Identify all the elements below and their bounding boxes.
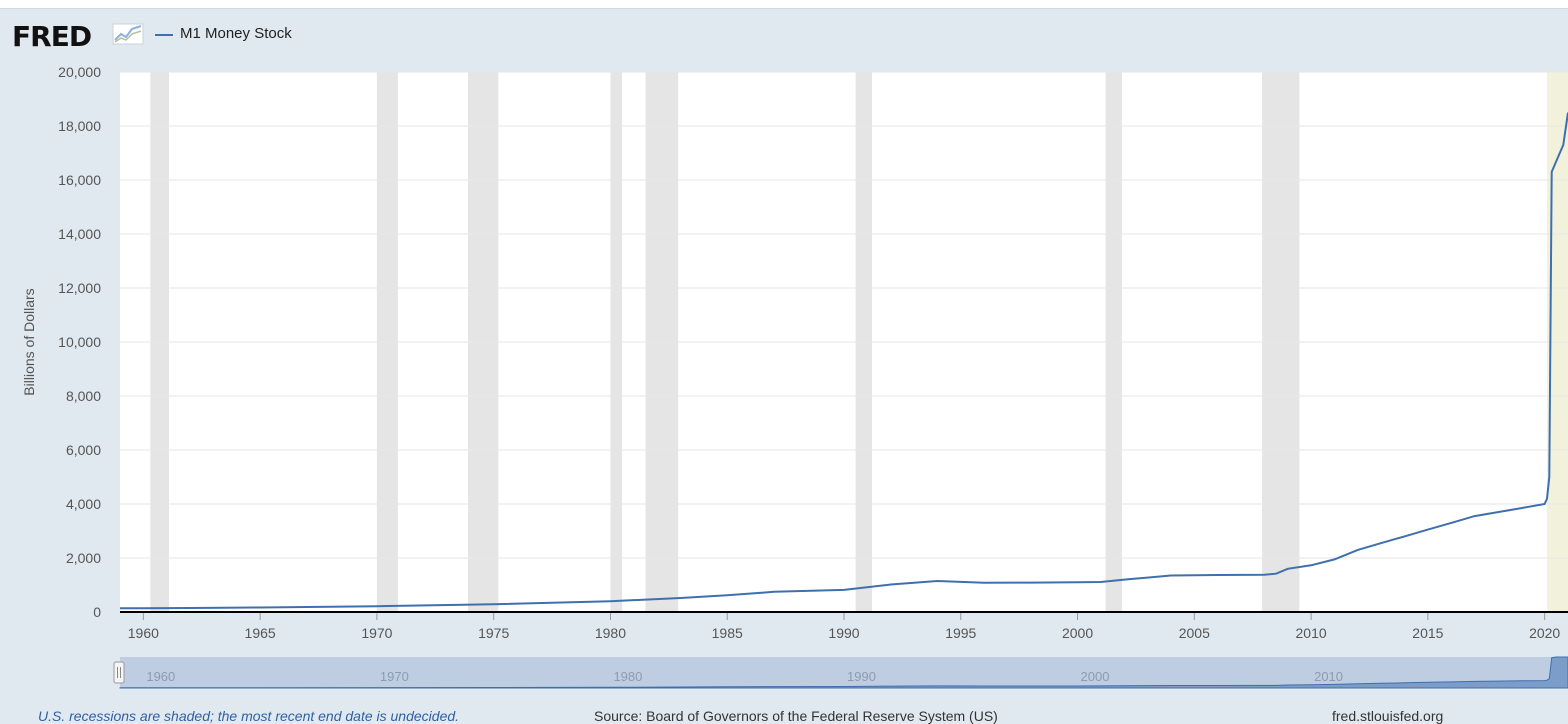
x-tick-label: 1980	[595, 625, 626, 641]
x-tick-label: 2005	[1179, 625, 1210, 641]
recession-note: U.S. recessions are shaded; the most rec…	[38, 708, 460, 724]
y-tick-label: 14,000	[58, 226, 101, 242]
y-tick-label: 4,000	[66, 496, 101, 512]
x-axis-ticks: 1960 1965 1970 1975 1980 1985 1990 1995 2000 2005…	[128, 612, 1560, 641]
site-url[interactable]: fred.stlouisfed.org	[1332, 708, 1444, 724]
x-tick-label: 1970	[361, 625, 392, 641]
top-border	[0, 0, 1568, 9]
y-tick-label: 8,000	[66, 388, 101, 404]
x-tick-label: 2020	[1529, 625, 1560, 641]
x-tick-label: 1965	[245, 625, 276, 641]
y-tick-label: 20,000	[58, 64, 101, 80]
x-tick-label: 1990	[828, 625, 859, 641]
x-tick-label: 2010	[1296, 625, 1327, 641]
navigator-label: 1990	[847, 669, 876, 684]
legend-label-m1[interactable]: M1 Money Stock	[180, 25, 292, 42]
y-tick-label: 6,000	[66, 442, 101, 458]
x-tick-label: 1995	[945, 625, 976, 641]
navigator-series-area	[119, 656, 1568, 689]
navigator-label: 1970	[380, 669, 409, 684]
source-note: Source: Board of Governors of the Federa…	[594, 708, 998, 724]
navigator-handle-left[interactable]	[113, 661, 125, 684]
y-tick-label: 10,000	[58, 334, 101, 350]
x-tick-label: 1975	[478, 625, 509, 641]
x-tick-label: 2015	[1412, 625, 1443, 641]
x-tick-label: 1985	[712, 625, 743, 641]
y-tick-label: 16,000	[58, 172, 101, 188]
gridlines	[120, 71, 1568, 559]
navigator-label: 2010	[1314, 669, 1343, 684]
navigator-labels: 1960 1970 1980 1990 2000 2010	[146, 669, 1343, 684]
legend-swatch-m1	[155, 34, 173, 36]
y-axis-label: Billions of Dollars	[21, 288, 37, 395]
chart-header: FRED M1 Money Stock	[0, 14, 1568, 54]
fred-chart-icon	[112, 23, 144, 45]
navigator-label: 1980	[613, 669, 642, 684]
y-tick-label: 2,000	[66, 550, 101, 566]
y-tick-label: 18,000	[58, 118, 101, 134]
y-tick-label: 0	[93, 604, 101, 620]
navigator-label: 1960	[146, 669, 175, 684]
navigator[interactable]: 1960 1970 1980 1990 2000 2010	[113, 656, 1568, 689]
x-tick-label: 1960	[128, 625, 159, 641]
navigator-track[interactable]	[120, 657, 1568, 688]
y-axis-ticks: 0 2,000 4,000 6,000 8,000 10,000 12,000 14,000 1…	[58, 64, 101, 620]
x-tick-label: 2000	[1062, 625, 1093, 641]
y-tick-label: 12,000	[58, 280, 101, 296]
chart-svg: 0 2,000 4,000 6,000 8,000 10,000 12,000 14,000 1…	[21, 64, 1568, 689]
series-line-m1[interactable]	[120, 112, 1568, 610]
navigator-label: 2000	[1081, 669, 1110, 684]
fred-logo[interactable]: FRED	[12, 20, 92, 53]
